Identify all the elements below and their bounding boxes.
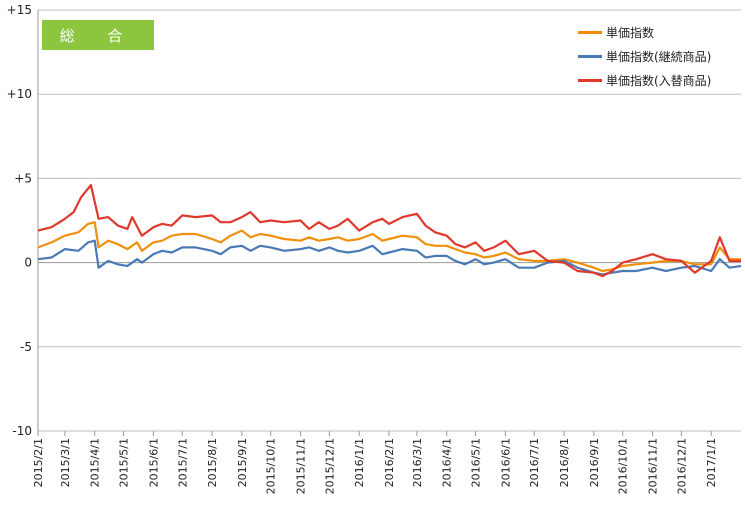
x-tick-label: 2015/4/1 xyxy=(89,438,102,487)
x-tick-label: 2015/6/1 xyxy=(147,438,160,487)
x-tick-label: 2016/11/1 xyxy=(647,438,660,494)
x-tick-label: 2016/7/1 xyxy=(528,438,541,487)
x-tick-label: 2015/7/1 xyxy=(176,438,189,487)
legend-item: 単価指数(継続商品) xyxy=(578,44,745,68)
legend: 単価指数 単価指数(継続商品) 単価指数(入替商品) xyxy=(578,20,745,92)
legend-swatch xyxy=(578,30,602,34)
x-tick-label: 2016/10/1 xyxy=(617,438,630,494)
x-tick-label: 2016/9/1 xyxy=(588,438,601,487)
x-tick-label: 2015/5/1 xyxy=(118,438,131,487)
x-axis-tick-labels: 2015/2/1 2015/3/1 2015/4/1 2015/5/1 2015/6/1… xyxy=(32,431,718,494)
y-tick-label: 0 xyxy=(24,256,32,270)
y-tick-label: +5 xyxy=(14,171,32,185)
legend-label: 単価指数(継続商品) xyxy=(606,49,712,64)
x-tick-label: 2015/3/1 xyxy=(59,438,72,487)
x-tick-label: 2015/10/1 xyxy=(265,438,278,494)
x-tick-label: 2016/5/1 xyxy=(470,438,483,487)
x-tick-label: 2015/11/1 xyxy=(295,438,308,494)
y-tick-label: +15 xyxy=(7,3,32,17)
x-tick-label: 2016/1/1 xyxy=(353,438,366,487)
x-tick-label: 2016/12/1 xyxy=(675,438,688,494)
series-lines xyxy=(37,184,742,278)
x-tick-label: 2016/3/1 xyxy=(411,438,424,487)
y-tick-label: -10 xyxy=(12,424,32,438)
x-tick-label: 2015/9/1 xyxy=(236,438,249,487)
y-tick-label: +10 xyxy=(7,87,32,101)
x-tick-label: 2015/12/1 xyxy=(323,438,336,494)
y-axis-tick-labels: +15 +10 +5 0 -5 -10 xyxy=(7,3,32,438)
x-tick-label: 2016/8/1 xyxy=(558,438,571,487)
legend-item: 単価指数(入替商品) xyxy=(578,68,745,92)
legend-item: 単価指数 xyxy=(578,20,745,44)
chart-badge-label: 総 合 xyxy=(42,20,154,50)
x-tick-label: 2015/2/1 xyxy=(32,438,45,487)
x-tick-label: 2015/8/1 xyxy=(206,438,219,487)
x-tick-label: 2017/1/1 xyxy=(705,438,718,487)
series-line xyxy=(37,184,741,278)
legend-label: 単価指数(入替商品) xyxy=(606,73,712,88)
legend-label: 単価指数 xyxy=(606,25,655,40)
legend-swatch xyxy=(578,78,602,82)
x-tick-label: 2016/2/1 xyxy=(383,438,396,487)
series-line xyxy=(37,221,741,273)
x-tick-label: 2016/6/1 xyxy=(499,438,512,487)
y-tick-label: -5 xyxy=(20,340,32,354)
series-line xyxy=(37,239,742,276)
x-tick-label: 2016/4/1 xyxy=(441,438,454,487)
legend-swatch xyxy=(578,54,602,58)
